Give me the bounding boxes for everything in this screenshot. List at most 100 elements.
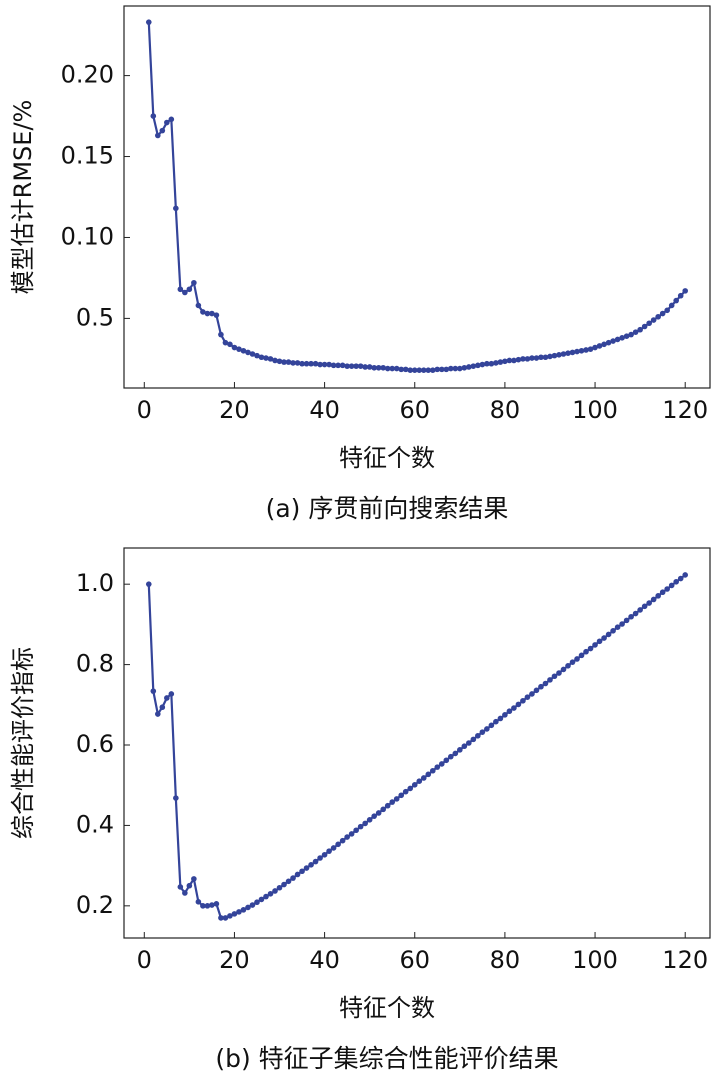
data-point <box>646 600 652 606</box>
data-point <box>632 610 639 617</box>
data-point <box>475 732 481 739</box>
data-point <box>601 341 607 348</box>
data-point <box>299 360 305 367</box>
data-point <box>168 691 175 697</box>
data-point <box>637 326 643 333</box>
data-point <box>542 680 549 687</box>
data-point <box>281 881 287 888</box>
data-point <box>628 613 634 620</box>
data-point <box>384 802 391 809</box>
data-point <box>515 356 522 363</box>
x-tick-label: 40 <box>309 396 340 424</box>
data-point <box>222 915 229 921</box>
data-point <box>619 621 625 627</box>
data-point <box>321 361 328 368</box>
data-point <box>556 352 562 358</box>
data-point <box>673 578 679 585</box>
series-line <box>147 22 687 372</box>
data-point <box>457 365 463 372</box>
data-point <box>258 896 265 903</box>
data-point <box>303 865 310 871</box>
data-point <box>484 360 490 367</box>
data-point <box>610 338 616 344</box>
data-point <box>565 663 571 669</box>
data-point <box>263 893 269 900</box>
data-point <box>623 617 630 624</box>
data-point <box>659 589 666 596</box>
data-point <box>466 740 472 746</box>
data-point <box>294 360 301 366</box>
data-point <box>191 876 197 882</box>
data-point <box>614 624 621 631</box>
data-point <box>411 782 418 788</box>
data-point <box>493 360 499 366</box>
data-point <box>488 360 495 367</box>
data-point <box>348 831 355 837</box>
data-point <box>150 688 157 694</box>
data-point <box>204 310 211 317</box>
data-point <box>173 795 179 801</box>
data-point <box>371 364 377 371</box>
data-point <box>574 656 580 662</box>
data-point <box>668 582 675 589</box>
x-tick-label: 0 <box>137 396 152 424</box>
data-point <box>592 344 598 351</box>
data-point <box>227 341 233 348</box>
data-point <box>285 878 292 885</box>
data-point <box>236 346 242 352</box>
data-point <box>448 365 454 372</box>
data-point <box>245 349 251 356</box>
data-point <box>619 335 625 341</box>
data-point <box>429 767 436 774</box>
data-point <box>650 317 657 323</box>
data-point <box>556 670 562 676</box>
data-point <box>628 331 634 338</box>
data-point <box>402 788 409 795</box>
data-point <box>195 899 202 905</box>
x-tick-label: 120 <box>662 396 708 424</box>
data-point <box>610 628 616 634</box>
data-point <box>466 364 472 370</box>
data-point <box>321 851 328 858</box>
data-point <box>281 359 287 365</box>
data-point <box>533 687 540 694</box>
data-point <box>290 875 296 881</box>
data-point <box>605 631 612 638</box>
data-point <box>303 360 310 367</box>
y-tick-label: 0.5 <box>76 303 114 331</box>
y-tick-label: 0.6 <box>76 730 114 758</box>
data-point <box>348 363 355 369</box>
data-point <box>317 855 323 861</box>
data-point <box>547 353 553 360</box>
data-point <box>479 729 486 735</box>
data-point <box>488 722 495 729</box>
data-point <box>213 312 220 318</box>
data-point <box>276 884 283 891</box>
data-point <box>641 603 648 610</box>
data-point <box>420 775 427 781</box>
data-point <box>632 329 639 335</box>
data-point <box>407 367 414 373</box>
data-point <box>452 750 459 757</box>
data-point <box>276 358 283 365</box>
data-point <box>637 607 643 613</box>
data-point <box>578 652 585 659</box>
data-point <box>285 359 292 365</box>
data-point <box>339 362 346 369</box>
data-point <box>240 907 247 913</box>
x-tick-label: 80 <box>490 396 521 424</box>
data-point <box>515 701 522 708</box>
data-point <box>677 292 684 299</box>
data-point <box>497 359 504 365</box>
data-point <box>583 347 589 353</box>
data-point <box>533 355 540 361</box>
data-point <box>538 354 544 361</box>
data-point <box>511 705 517 711</box>
data-point <box>411 367 418 373</box>
y-tick-label: 0.10 <box>61 222 114 250</box>
data-point <box>155 711 161 717</box>
data-point <box>520 697 526 704</box>
data-point <box>650 596 657 603</box>
data-point <box>511 357 517 364</box>
